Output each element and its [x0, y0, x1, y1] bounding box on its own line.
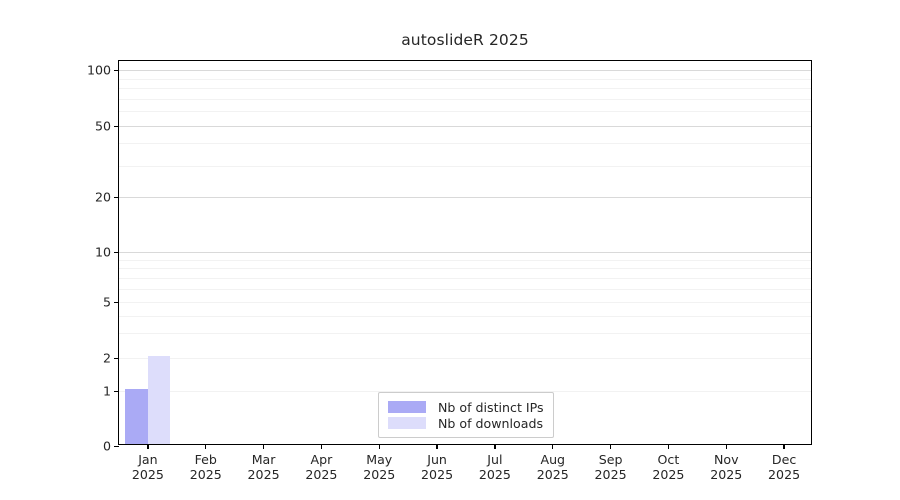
gridline — [119, 268, 811, 270]
x-axis-tick-label: Nov 2025 — [710, 452, 743, 482]
legend-label: Nb of distinct IPs — [438, 399, 544, 415]
x-axis-tick-label: Jan 2025 — [131, 452, 164, 482]
gridline — [119, 88, 811, 90]
gridline — [119, 70, 811, 71]
x-axis-tick-label: Aug 2025 — [536, 452, 569, 482]
gridline — [119, 143, 811, 145]
legend-swatch — [388, 417, 426, 429]
gridline — [119, 302, 811, 303]
y-axis-tick — [114, 70, 119, 72]
y-axis-tick — [114, 446, 119, 448]
x-axis-tick-label: Apr 2025 — [305, 452, 338, 482]
gridline — [119, 165, 811, 167]
y-axis-tick — [114, 391, 119, 393]
bar — [147, 356, 171, 444]
gridline — [119, 197, 811, 198]
y-axis-tick-label: 10 — [94, 244, 111, 260]
chart-title: autoslideR 2025 — [401, 31, 529, 49]
y-axis-tick — [114, 358, 119, 360]
y-axis-tick-label: 20 — [94, 189, 111, 205]
y-axis-tick-label: 5 — [102, 294, 111, 310]
gridline — [119, 78, 811, 80]
x-axis-tick — [320, 444, 323, 449]
y-axis-tick-label: 100 — [86, 62, 111, 78]
y-axis-tick-label: 50 — [94, 118, 111, 134]
x-axis-tick — [494, 444, 496, 449]
gridline — [119, 98, 811, 100]
legend-item[interactable]: Nb of distinct IPs — [388, 399, 544, 415]
x-axis-tick-label: Jul 2025 — [478, 452, 511, 482]
x-axis-tick — [609, 444, 612, 449]
x-axis-tick — [205, 444, 207, 449]
gridline — [119, 391, 811, 392]
x-axis-tick — [552, 444, 554, 449]
bar — [125, 389, 148, 444]
x-axis-tick — [378, 444, 380, 449]
gridline — [119, 111, 811, 113]
gridline — [119, 315, 811, 317]
gridline — [119, 288, 811, 290]
x-axis-tick — [147, 444, 149, 449]
x-axis-tick-label: Dec 2025 — [768, 452, 801, 482]
gridline — [119, 259, 811, 261]
x-axis-tick-label: May 2025 — [363, 452, 396, 482]
legend-swatch — [388, 401, 426, 413]
y-axis-tick — [114, 126, 119, 128]
x-axis-tick — [436, 444, 438, 449]
y-axis-tick — [114, 302, 119, 304]
x-axis-tick — [725, 444, 727, 449]
y-axis-tick-label: 0 — [102, 438, 111, 454]
gridline — [119, 333, 811, 335]
gridline — [119, 277, 811, 279]
x-axis-tick-label: Mar 2025 — [247, 452, 280, 482]
gridline — [119, 126, 811, 127]
legend-label: Nb of downloads — [438, 415, 544, 431]
gridline — [119, 358, 811, 359]
x-axis-tick-label: Oct 2025 — [652, 452, 685, 482]
x-axis-tick — [667, 444, 670, 449]
x-axis-tick-label: Sep 2025 — [594, 452, 627, 482]
bars-layer — [119, 61, 811, 444]
gridline — [119, 252, 811, 253]
x-axis-tick — [262, 444, 265, 449]
x-axis-tick — [783, 444, 785, 449]
legend-item[interactable]: Nb of downloads — [388, 415, 544, 431]
x-axis-tick-label: Jun 2025 — [421, 452, 454, 482]
y-axis-tick — [114, 252, 119, 254]
y-axis-tick — [114, 197, 119, 199]
y-axis-tick-label: 2 — [102, 350, 111, 366]
y-axis-tick-label: 1 — [102, 383, 111, 399]
x-axis-tick-label: Feb 2025 — [189, 452, 222, 482]
plot-area: 0 1 2 5 10 20 50 100 Jan 2025 Feb 2025 Mar 2025 Apr 20… — [87, 60, 812, 482]
chart-legend[interactable]: Nb of distinct IPs Nb of downloads — [378, 392, 554, 438]
